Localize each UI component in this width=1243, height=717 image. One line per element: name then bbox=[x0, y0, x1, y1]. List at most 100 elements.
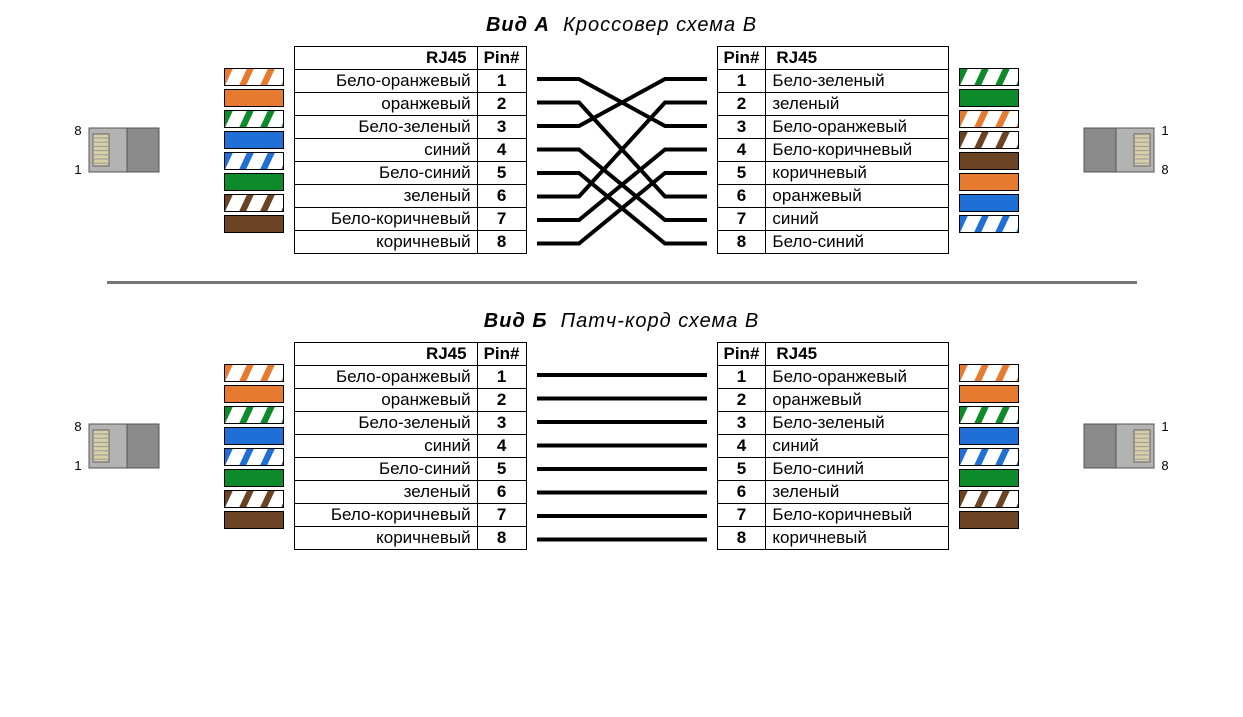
wire-name: Бело-зеленый bbox=[766, 412, 949, 435]
pin-number: 1 bbox=[717, 70, 766, 93]
title-rest: Патч-корд схема В bbox=[561, 310, 760, 332]
table-row: 5Бело-синий bbox=[717, 458, 949, 481]
wire-name: Бело-зеленый bbox=[766, 70, 949, 93]
color-swatch-bl bbox=[224, 131, 284, 149]
color-swatch-wbr bbox=[224, 490, 284, 508]
rj45-connector-icon: 81 bbox=[74, 122, 163, 178]
table-row: Бело-оранжевый1 bbox=[294, 366, 526, 389]
hdr-pin: Pin# bbox=[717, 343, 766, 366]
pin-8-label: 8 bbox=[74, 123, 81, 138]
pin-8-label: 1 bbox=[1161, 123, 1168, 138]
color-swatch-o bbox=[224, 385, 284, 403]
color-swatch-wbr bbox=[224, 194, 284, 212]
pin-number: 4 bbox=[717, 435, 766, 458]
pin-number: 7 bbox=[477, 504, 526, 527]
table-row: 6оранжевый bbox=[717, 185, 949, 208]
wire-name: Бело-оранжевый bbox=[294, 70, 477, 93]
rj45-connector-icon: 18 bbox=[1079, 418, 1168, 474]
table-row: Бело-коричневый7 bbox=[294, 504, 526, 527]
wire-name: Бело-коричневый bbox=[766, 504, 949, 527]
diagram-panel: 81 RJ45Pin#Бело-оранжевый1оранжевый2Бело… bbox=[22, 341, 1222, 551]
table-row: Бело-оранжевый1 bbox=[294, 70, 526, 93]
color-swatch-wo bbox=[959, 110, 1019, 128]
pin-number: 5 bbox=[717, 458, 766, 481]
wire-name: Бело-оранжевый bbox=[766, 116, 949, 139]
pin-8-label: 1 bbox=[1161, 419, 1168, 434]
hdr-rj45: RJ45 bbox=[294, 343, 477, 366]
wire-name: Бело-оранжевый bbox=[766, 366, 949, 389]
pin-number: 1 bbox=[717, 366, 766, 389]
table-row: оранжевый2 bbox=[294, 93, 526, 116]
table-row: коричневый8 bbox=[294, 527, 526, 550]
pin-number: 3 bbox=[717, 412, 766, 435]
wire-name: Бело-зеленый bbox=[294, 116, 477, 139]
pin-1-label: 1 bbox=[74, 458, 81, 473]
pin-number: 8 bbox=[477, 231, 526, 254]
pin-number: 5 bbox=[477, 458, 526, 481]
pin-number: 3 bbox=[477, 116, 526, 139]
pin-number: 7 bbox=[477, 208, 526, 231]
color-swatch-o bbox=[959, 385, 1019, 403]
pin-number: 3 bbox=[477, 412, 526, 435]
hdr-pin: Pin# bbox=[477, 47, 526, 70]
color-swatch-g bbox=[959, 469, 1019, 487]
wire-name: синий bbox=[766, 435, 949, 458]
pin-number: 3 bbox=[717, 116, 766, 139]
wire-name: оранжевый bbox=[766, 185, 949, 208]
swatch-column bbox=[224, 364, 284, 529]
color-swatch-wbl bbox=[959, 215, 1019, 233]
wire-name: синий bbox=[294, 139, 477, 162]
color-swatch-g bbox=[224, 173, 284, 191]
wire-name: Бело-синий bbox=[766, 231, 949, 254]
table-row: Бело-зеленый3 bbox=[294, 116, 526, 139]
wire-name: Бело-коричневый bbox=[294, 208, 477, 231]
wire-name: синий bbox=[294, 435, 477, 458]
hdr-rj45: RJ45 bbox=[766, 47, 949, 70]
pin-number: 8 bbox=[477, 527, 526, 550]
pin-number: 8 bbox=[717, 527, 766, 550]
wire-connections bbox=[537, 341, 707, 551]
pin-number: 5 bbox=[477, 162, 526, 185]
wire-name: Бело-коричневый bbox=[766, 139, 949, 162]
table-row: 8коричневый bbox=[717, 527, 949, 550]
table-row: 8Бело-синий bbox=[717, 231, 949, 254]
table-row: Бело-синий5 bbox=[294, 458, 526, 481]
color-swatch-br bbox=[959, 152, 1019, 170]
color-swatch-wo bbox=[224, 364, 284, 382]
pin-table-left: RJ45Pin#Бело-оранжевый1оранжевый2Бело-зе… bbox=[294, 342, 527, 550]
wire-name: оранжевый bbox=[766, 389, 949, 412]
pin-table-left: RJ45Pin#Бело-оранжевый1оранжевый2Бело-зе… bbox=[294, 46, 527, 254]
table-row: 5коричневый bbox=[717, 162, 949, 185]
table-row: оранжевый2 bbox=[294, 389, 526, 412]
pin-number: 6 bbox=[717, 481, 766, 504]
pin-number: 2 bbox=[717, 93, 766, 116]
table-row: Бело-синий5 bbox=[294, 162, 526, 185]
table-row: зеленый6 bbox=[294, 185, 526, 208]
wire-name: оранжевый bbox=[294, 93, 477, 116]
pin-number: 2 bbox=[477, 93, 526, 116]
pin-number: 2 bbox=[477, 389, 526, 412]
color-swatch-bl bbox=[959, 194, 1019, 212]
pin-number: 2 bbox=[717, 389, 766, 412]
color-swatch-o bbox=[959, 173, 1019, 191]
wire-connections bbox=[537, 45, 707, 255]
title-rest: Кроссовер схема В bbox=[563, 14, 757, 36]
color-swatch-bl bbox=[224, 427, 284, 445]
color-swatch-wbl bbox=[224, 152, 284, 170]
swatch-column bbox=[224, 68, 284, 233]
pin-number: 5 bbox=[717, 162, 766, 185]
color-swatch-wg bbox=[224, 406, 284, 424]
pin-number: 1 bbox=[477, 366, 526, 389]
wire-name: Бело-синий bbox=[766, 458, 949, 481]
wire-name: коричневый bbox=[766, 162, 949, 185]
hdr-rj45: RJ45 bbox=[766, 343, 949, 366]
table-row: синий4 bbox=[294, 139, 526, 162]
color-swatch-wbl bbox=[224, 448, 284, 466]
color-swatch-br bbox=[224, 511, 284, 529]
diagram-title: Вид А Кроссовер схема В bbox=[22, 14, 1222, 37]
table-row: 3Бело-зеленый bbox=[717, 412, 949, 435]
rj45-connector-icon: 81 bbox=[74, 418, 163, 474]
wire-name: зеленый bbox=[294, 185, 477, 208]
rj45-connector-icon: 18 bbox=[1079, 122, 1168, 178]
pin-number: 6 bbox=[717, 185, 766, 208]
